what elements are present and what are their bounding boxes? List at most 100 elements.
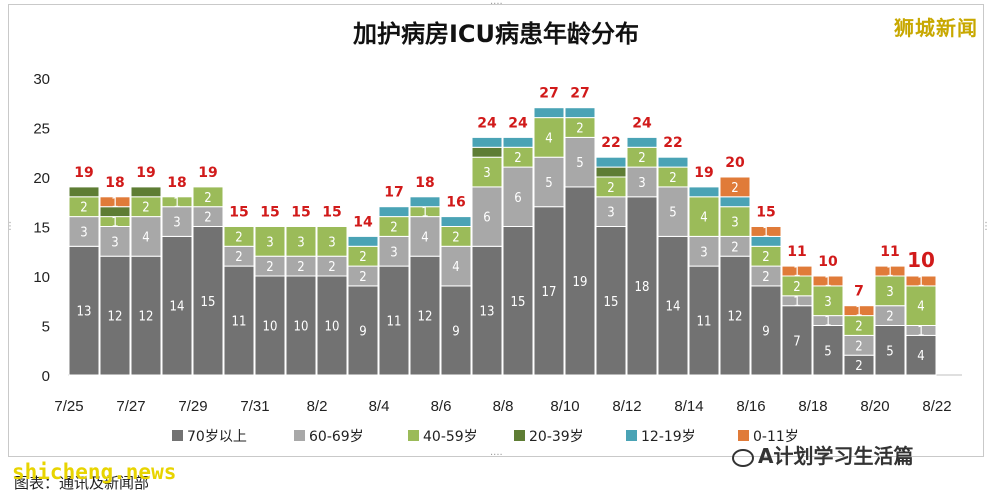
- bar-total-label: 19: [198, 165, 217, 181]
- segment-value-label: 12: [728, 310, 743, 325]
- segment-value-label: 2: [731, 240, 738, 255]
- segment-value-label: 14: [170, 300, 185, 315]
- bar-segment-40: [285, 226, 317, 257]
- segment-value-label: 2: [297, 260, 304, 275]
- legend-label: 0-11岁: [753, 429, 799, 445]
- segment-value-label: 4: [917, 300, 924, 315]
- bar-segment-70: [440, 285, 472, 376]
- bar-segment-12: [595, 156, 627, 168]
- x-tick-label: 8/2: [307, 398, 328, 415]
- bar-total-label: 19: [74, 165, 93, 181]
- segment-value-label: 3: [607, 206, 614, 221]
- segment-value-label: 3: [266, 235, 273, 250]
- segment-value-label: 1: [793, 265, 800, 280]
- bar-total-label: 27: [570, 86, 589, 102]
- bar-segment-60: [68, 216, 100, 247]
- segment-value-label: 17: [542, 285, 557, 300]
- bar-segment-0: [843, 305, 875, 317]
- segment-value-label: 1: [793, 295, 800, 310]
- legend-label: 60-69岁: [309, 429, 364, 445]
- bar-total-label: 24: [632, 115, 652, 131]
- bar-segment-0: [812, 275, 844, 287]
- bar-segment-70: [130, 255, 162, 376]
- segment-value-label: 3: [886, 285, 893, 300]
- bar-segment-40: [223, 226, 255, 247]
- bar-segment-60: [130, 216, 162, 257]
- source-caption: 图表：通讯及新闻部: [14, 474, 150, 492]
- legend-swatch-0: [738, 430, 749, 441]
- bar-segment-60: [409, 216, 441, 257]
- segment-value-label: 1: [111, 196, 118, 211]
- segment-value-label: 2: [638, 151, 645, 166]
- bar-segment-70: [254, 275, 286, 376]
- bar-segment-20: [471, 146, 503, 158]
- bar-segment-12: [471, 136, 503, 148]
- legend-label: 20-39岁: [529, 429, 584, 445]
- bar-segment-12: [409, 196, 441, 208]
- segment-value-label: 3: [638, 176, 645, 191]
- bar-segment-60: [657, 186, 689, 237]
- segment-value-label: 4: [545, 131, 552, 146]
- segment-value-label: 2: [204, 191, 211, 206]
- bar-segment-40: [688, 196, 720, 237]
- bar-total-label: 22: [663, 135, 682, 151]
- segment-value-label: 2: [855, 359, 862, 374]
- bar-segment-60: [626, 166, 658, 198]
- segment-value-label: 9: [762, 324, 769, 339]
- bar-segment-60: [533, 156, 565, 208]
- bar-segment-12: [564, 107, 596, 119]
- segment-value-label: 3: [297, 235, 304, 250]
- segment-value-label: 2: [607, 181, 614, 196]
- segment-value-label: 15: [201, 295, 216, 310]
- segment-value-label: 2: [886, 310, 893, 325]
- bar-segment-40: [316, 226, 348, 257]
- bar-segment-70: [533, 206, 565, 376]
- bar-segment-60: [99, 226, 131, 257]
- segment-value-label: 10: [325, 320, 340, 335]
- x-tick-label: 7/27: [116, 398, 145, 415]
- x-tick-label: 8/8: [493, 398, 514, 415]
- bar-segment-12: [688, 186, 720, 198]
- segment-value-label: 2: [235, 230, 242, 245]
- bar-total-label: 19: [694, 165, 713, 181]
- segment-value-label: 4: [917, 349, 924, 364]
- bar-segment-70: [471, 245, 503, 376]
- bar-segment-70: [409, 255, 441, 376]
- resize-handle-left[interactable]: ⋮: [5, 221, 15, 232]
- segment-value-label: 5: [576, 156, 583, 171]
- segment-value-label: 1: [886, 265, 893, 280]
- x-tick-label: 8/22: [922, 398, 951, 415]
- resize-handle-right[interactable]: ⋮: [981, 221, 991, 232]
- bar-segment-70: [223, 265, 255, 376]
- x-tick-label: 8/6: [431, 398, 452, 415]
- segment-value-label: 2: [452, 230, 459, 245]
- bar-segment-70: [192, 226, 224, 376]
- chart-title: 加护病房ICU病患年龄分布: [352, 20, 640, 48]
- bar-segment-12: [626, 136, 658, 148]
- segment-value-label: 19: [573, 275, 588, 290]
- segment-value-label: 2: [142, 201, 149, 216]
- x-tick-label: 8/10: [550, 398, 579, 415]
- segment-value-label: 3: [483, 166, 490, 181]
- wechat-icon: [732, 448, 754, 467]
- bar-segment-0: [99, 196, 131, 208]
- bar-total-label: 15: [260, 205, 279, 221]
- x-tick-label: 7/25: [54, 398, 83, 415]
- segment-value-label: 3: [700, 245, 707, 260]
- bar-segment-60: [161, 206, 193, 237]
- bar-segment-12: [657, 156, 689, 168]
- bar-segment-0: [719, 176, 751, 198]
- bar-total-label: 22: [601, 135, 620, 151]
- segment-value-label: 2: [328, 260, 335, 275]
- bar-total-label: 15: [756, 205, 775, 221]
- x-tick-label: 7/31: [240, 398, 269, 415]
- x-tick-label: 8/12: [612, 398, 641, 415]
- segment-value-label: 2: [762, 250, 769, 265]
- bar-segment-40: [471, 156, 503, 188]
- resize-handle-top[interactable]: ····: [490, 0, 503, 10]
- y-tick-label: 25: [33, 121, 50, 138]
- bar-segment-70: [161, 235, 193, 376]
- bar-segment-70: [316, 275, 348, 376]
- resize-handle-bottom[interactable]: ····: [490, 450, 503, 461]
- segment-value-label: 15: [604, 295, 619, 310]
